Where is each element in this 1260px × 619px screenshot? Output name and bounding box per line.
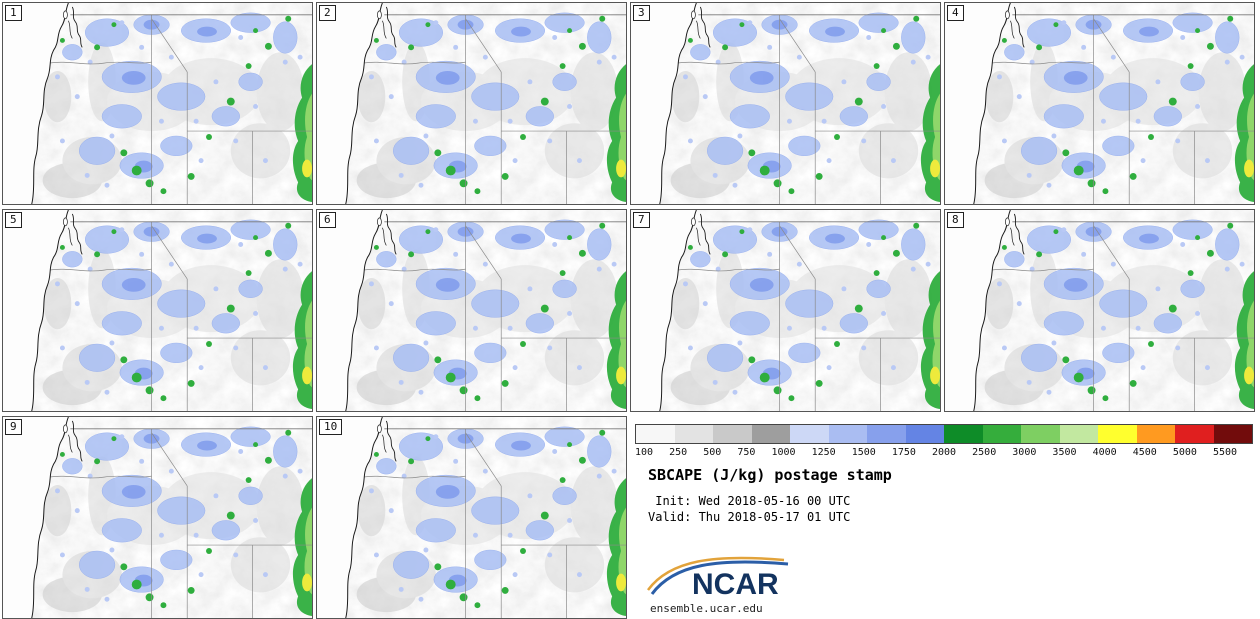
forecast-map (945, 210, 1254, 411)
colorbar-segment (1213, 425, 1252, 443)
ensemble-panel-2: 2 (316, 2, 627, 205)
member-number-label: 6 (319, 212, 336, 228)
ensemble-panel-1: 1 (2, 2, 313, 205)
colorbar-tick-label: 2500 (972, 447, 997, 458)
member-number-label: 4 (947, 5, 964, 21)
ensemble-panel-4: 4 (944, 2, 1255, 205)
init-label: Init: Wed 2018-05-16 00 UTC (648, 494, 851, 508)
forecast-map (317, 417, 626, 618)
forecast-map (945, 3, 1254, 204)
chart-title: SBCAPE (J/kg) postage stamp (648, 466, 892, 484)
member-number-label: 1 (5, 5, 22, 21)
colorbar-tick-label: 4000 (1092, 447, 1117, 458)
member-number-label: 2 (319, 5, 336, 21)
colorbar-segment (1175, 425, 1214, 443)
colorbar-segment (636, 425, 675, 443)
colorbar-tick-label: 500 (703, 447, 722, 458)
ensemble-panel-3: 3 (630, 2, 941, 205)
colorbar-segment (790, 425, 829, 443)
colorbar-tick-label: 1000 (771, 447, 796, 458)
ensemble-panel-8: 8 (944, 209, 1255, 412)
member-number-label: 5 (5, 212, 22, 228)
colorbar-tick-label: 2000 (932, 447, 957, 458)
colorbar-segment (713, 425, 752, 443)
valid-label: Valid: Thu 2018-05-17 01 UTC (648, 510, 851, 524)
colorbar-tick-label: 4500 (1132, 447, 1157, 458)
forecast-map (3, 210, 312, 411)
forecast-map (317, 210, 626, 411)
forecast-map (631, 210, 940, 411)
colorbar-segment (905, 425, 944, 443)
logo-swoosh-icon (646, 556, 789, 595)
colorbar-tick-label: 1500 (851, 447, 876, 458)
colorbar-segment (751, 425, 790, 443)
colorbar-segment (1021, 425, 1060, 443)
member-number-label: 7 (633, 212, 650, 228)
colorbar-segment (674, 425, 713, 443)
colorbar (635, 424, 1253, 444)
colorbar-segment (1136, 425, 1175, 443)
colorbar-segment (944, 425, 983, 443)
ensemble-panel-10: 10 (316, 416, 627, 619)
colorbar-tick-label: 1250 (811, 447, 836, 458)
colorbar-segment (867, 425, 906, 443)
colorbar-tick-labels: 100 250 500 750 1000 1250 1500 1750 2000… (635, 447, 1253, 458)
colorbar-segment (982, 425, 1021, 443)
colorbar-tick-label: 1750 (891, 447, 916, 458)
colorbar-tick-label: 3000 (1012, 447, 1037, 458)
ensemble-panel-5: 5 (2, 209, 313, 412)
ncar-logo: NCAR (646, 556, 789, 600)
ensemble-panel-7: 7 (630, 209, 941, 412)
forecast-map (3, 3, 312, 204)
member-number-label: 10 (319, 419, 343, 435)
colorbar-tick-label: 5500 (1212, 447, 1238, 458)
colorbar-tick-label: 3500 (1052, 447, 1077, 458)
colorbar-tick-label: 5000 (1172, 447, 1197, 458)
colorbar-segment (1059, 425, 1098, 443)
member-number-label: 9 (5, 419, 22, 435)
colorbar-tick-label: 250 (669, 447, 688, 458)
legend-info-area: 100 250 500 750 1000 1250 1500 1750 2000… (630, 416, 1258, 619)
member-number-label: 8 (947, 212, 964, 228)
ensemble-panel-9: 9 (2, 416, 313, 619)
forecast-map (3, 417, 312, 618)
ensemble-panel-6: 6 (316, 209, 627, 412)
forecast-map (317, 3, 626, 204)
forecast-map (631, 3, 940, 204)
colorbar-segment (1098, 425, 1137, 443)
colorbar-tick-label: 750 (737, 447, 756, 458)
site-url: ensemble.ucar.edu (650, 602, 763, 615)
colorbar-segment (828, 425, 867, 443)
ncar-wordmark: NCAR (692, 568, 779, 600)
member-number-label: 3 (633, 5, 650, 21)
colorbar-tick-label: 100 (635, 447, 654, 458)
